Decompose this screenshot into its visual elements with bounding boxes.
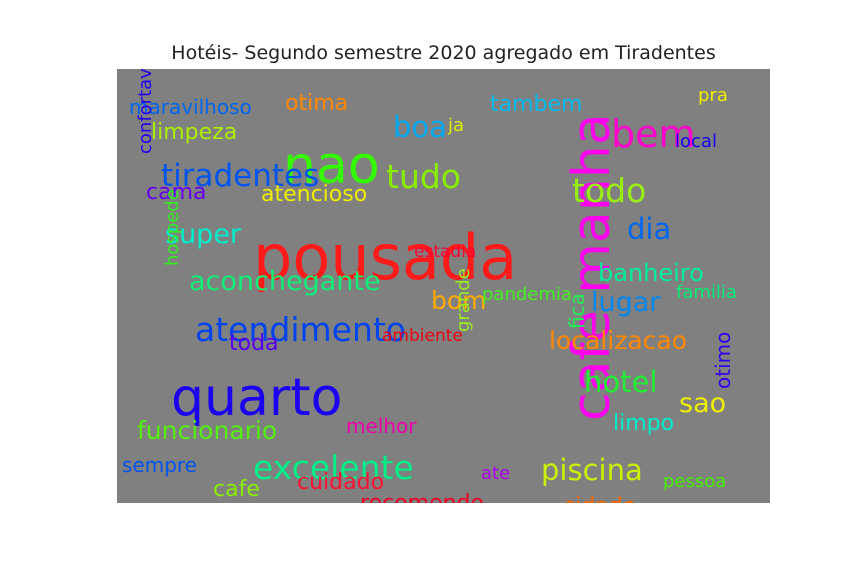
word-hotel: hotel	[584, 365, 657, 399]
word-banheiro: banheiro	[598, 259, 704, 287]
word-cuidado: cuidado	[297, 470, 384, 495]
word-sempre: sempre	[122, 453, 197, 477]
word-cloud: pousada cafe manha quarto nao atendimento bem…	[117, 69, 770, 503]
word-boa: boa	[393, 110, 447, 144]
word-recomendo: recomendo	[360, 491, 484, 503]
word-otimo: otimo	[711, 332, 735, 389]
word-dia: dia	[627, 212, 671, 246]
word-bem: bem	[611, 112, 696, 156]
word-local: local	[675, 131, 717, 152]
word-funcionario: funcionario	[137, 416, 277, 445]
word-melhor: melhor	[346, 414, 417, 438]
word-grande: grande	[453, 268, 474, 332]
word-atendimento: atendimento	[195, 310, 406, 349]
word-toda: toda	[229, 331, 279, 356]
word-ja: ja	[447, 115, 464, 136]
word-ate: ate	[481, 463, 510, 484]
word-cidade: cidade	[563, 494, 636, 503]
word-pousada: pousada	[253, 221, 517, 294]
word-cafe: cafe	[213, 477, 260, 502]
word-cafe-manha: cafe manha	[562, 113, 622, 421]
word-nao: nao	[283, 136, 380, 196]
word-pessoa: pessoa	[663, 471, 726, 492]
word-cama: cama	[146, 180, 207, 205]
word-ambiente: ambiente	[382, 326, 463, 346]
word-quarto: quarto	[171, 368, 342, 428]
word-pandemia: pandemia	[482, 284, 572, 305]
word-excelente: excelente	[253, 448, 414, 487]
word-tambem: tambem	[490, 92, 582, 117]
word-super: super	[165, 219, 242, 250]
word-atencioso: atencioso	[261, 182, 367, 207]
word-fica: fica	[565, 293, 589, 329]
word-pra: pra	[698, 85, 728, 106]
cloud-background	[117, 69, 770, 503]
chart-title: Hotéis- Segundo semestre 2020 agregado e…	[171, 42, 716, 64]
word-otima: otima	[285, 91, 348, 116]
word-maravilhoso: maravilhoso	[129, 95, 252, 119]
word-bom: bom	[431, 286, 487, 315]
word-confortavel: confortavel	[135, 69, 156, 154]
word-sao: sao	[679, 388, 726, 419]
word-limpeza: limpeza	[151, 120, 237, 145]
word-limpo: limpo	[613, 411, 674, 436]
word-tiradentes: tiradentes	[161, 158, 319, 194]
word-piscina: piscina	[541, 453, 643, 487]
word-tudo: tudo	[386, 157, 461, 196]
word-aconchegante: aconchegante	[189, 266, 381, 297]
word-estadia: estadia	[414, 242, 476, 262]
word-familia: familia	[676, 282, 737, 303]
word-hospede: hospede	[162, 189, 183, 266]
word-localizacao: localizacao	[549, 326, 687, 355]
word-lugar: lugar	[591, 287, 661, 318]
word-todo: todo	[572, 171, 646, 210]
